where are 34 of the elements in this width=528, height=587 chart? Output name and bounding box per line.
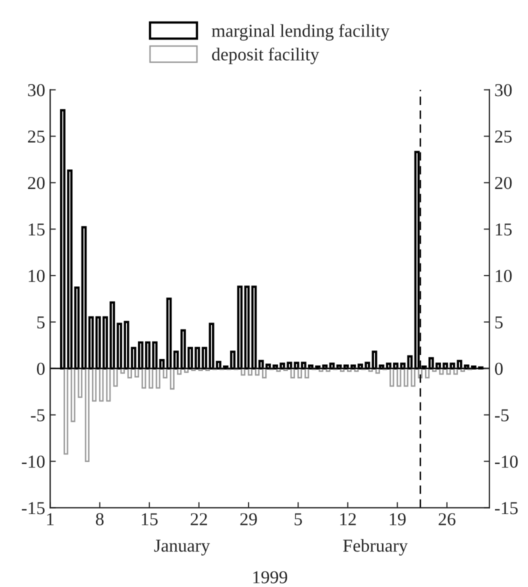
- y2-tick-label: -5: [494, 409, 509, 422]
- y-tick-label: 20: [28, 176, 45, 190]
- x-tick-label: 15: [142, 513, 158, 526]
- y-tick-label: 25: [28, 130, 45, 143]
- text: January: [154, 540, 210, 556]
- y-tick-label: -5: [30, 409, 45, 422]
- legend-label: deposit facility: [212, 48, 320, 64]
- x-tick-label: 26: [438, 513, 456, 526]
- x-axis-title: 1999: [253, 571, 288, 584]
- x-tick-label: 12: [340, 513, 356, 526]
- x-tick-label: 8: [96, 513, 104, 526]
- y-tick-label: -10: [22, 456, 45, 468]
- x-tick-label: 1: [47, 513, 54, 526]
- y-tick-label: 30: [28, 84, 45, 96]
- y2-tick-label: 15: [496, 223, 512, 236]
- y2-tick-label: -10: [494, 456, 518, 468]
- y-tick-label: 5: [37, 316, 45, 328]
- y2-tick-label: 30: [495, 84, 512, 96]
- text: February: [343, 539, 408, 556]
- legend-label: marginal lending facility: [212, 24, 390, 41]
- y2-tick-label: 5: [495, 316, 503, 328]
- x-tick-label: 29: [240, 513, 257, 526]
- y-tick-label: -15: [22, 502, 45, 514]
- y2-tick-label: 20: [495, 176, 512, 190]
- y2-tick-label: -15: [494, 502, 518, 514]
- x-tick-label: 5: [294, 513, 302, 526]
- y-tick-label: 10: [28, 270, 45, 282]
- y2-tick-label: 10: [496, 270, 512, 282]
- x-tick-label: 22: [190, 513, 207, 526]
- y-tick-label: 0: [36, 362, 45, 375]
- x-tick-label: 19: [390, 513, 406, 526]
- y2-tick-label: 25: [495, 130, 512, 143]
- y2-tick-label: 0: [495, 362, 503, 375]
- y-tick-label: 15: [28, 223, 45, 236]
